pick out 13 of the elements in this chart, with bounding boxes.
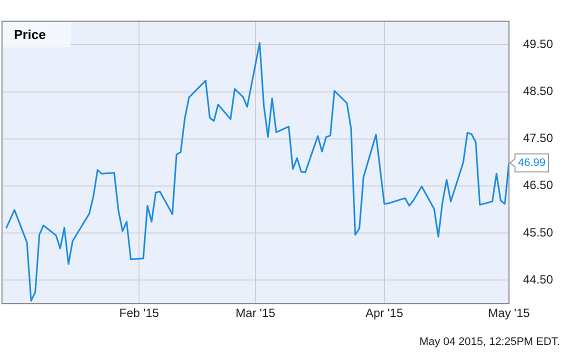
x-tick-label: Mar '15 <box>236 306 276 320</box>
text: Price <box>14 26 46 42</box>
y-tick-label: 44.50 <box>522 272 554 286</box>
annotation: 46.99 <box>518 156 546 169</box>
text: May 04 2015, 12:25PM EDT. <box>419 336 560 348</box>
y-tick-label: 46.50 <box>522 178 554 192</box>
x-tick-label: May '15 <box>488 306 530 320</box>
y-tick-label: 48.50 <box>522 84 554 98</box>
x-tick-label: Apr '15 <box>365 306 404 320</box>
y-tick-label: 49.50 <box>522 37 554 52</box>
y-tick-label: 47.50 <box>522 131 554 146</box>
x-tick-label: Feb '15 <box>119 306 160 320</box>
y-tick-label: 45.50 <box>522 225 554 240</box>
